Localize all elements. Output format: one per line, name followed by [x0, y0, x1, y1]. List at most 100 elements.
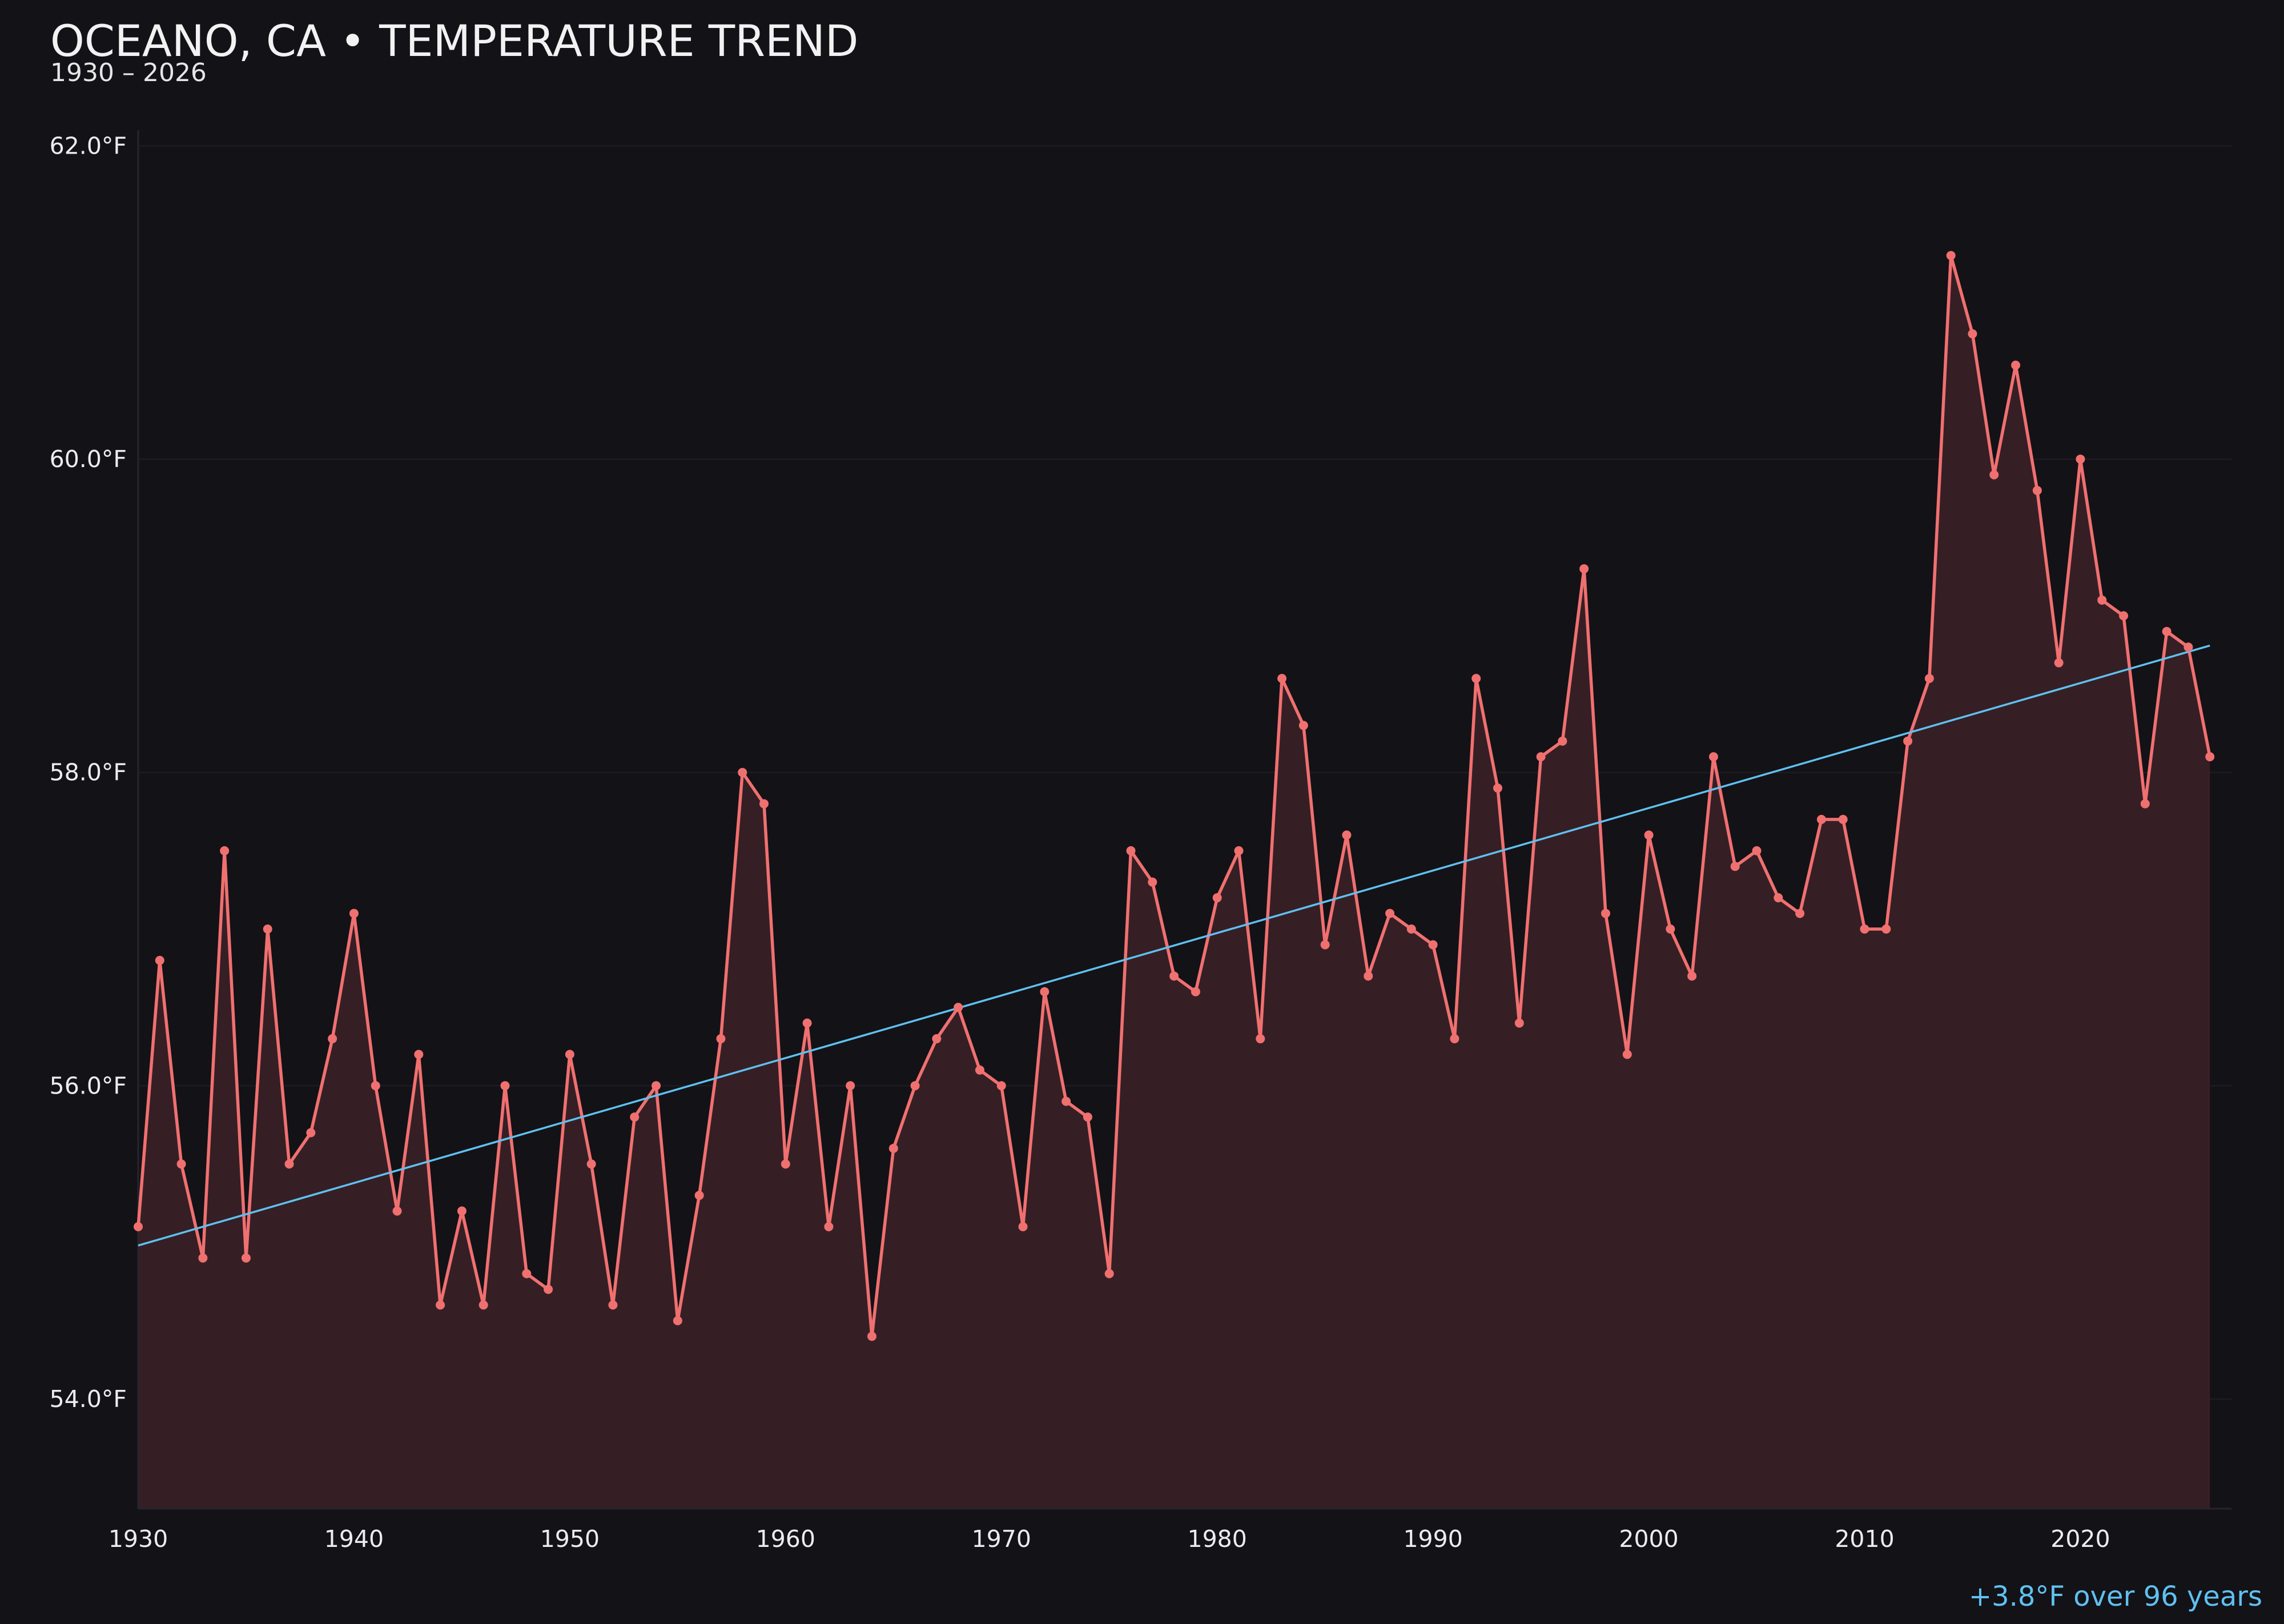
data-point: [846, 1081, 855, 1091]
data-point: [759, 799, 769, 809]
data-point: [1558, 736, 1567, 746]
data-point: [716, 1034, 726, 1044]
data-point: [1169, 971, 1179, 981]
data-point: [284, 1159, 294, 1169]
data-point: [1860, 924, 1869, 934]
data-point: [1191, 987, 1200, 996]
data-point: [1989, 470, 1999, 480]
data-point: [1104, 1269, 1114, 1279]
data-point: [630, 1112, 640, 1122]
data-point: [1838, 815, 1848, 824]
axes: [137, 130, 2231, 1510]
data-point: [457, 1206, 467, 1216]
data-point: [176, 1159, 186, 1169]
x-tick-label: 2000: [1619, 1525, 1678, 1553]
x-tick-label: 2020: [2050, 1525, 2110, 1553]
data-point: [1730, 862, 1740, 871]
data-point: [1385, 909, 1395, 918]
data-point: [1644, 830, 1654, 840]
chart-title: OCEANO, CA • TEMPERATURE TREND: [50, 15, 858, 66]
x-tick-label: 1980: [1188, 1525, 1247, 1553]
data-point: [1040, 987, 1049, 996]
data-point: [1493, 783, 1503, 793]
data-point: [436, 1300, 445, 1310]
data-point: [1320, 940, 1330, 950]
data-point: [1256, 1034, 1265, 1044]
data-point: [1881, 924, 1891, 934]
x-tick-label: 2010: [1835, 1525, 1894, 1553]
data-point: [1752, 846, 1762, 855]
data-point: [910, 1081, 920, 1091]
y-tick-label: 62.0°F: [50, 132, 127, 159]
data-point: [414, 1050, 424, 1059]
data-point: [134, 1222, 143, 1232]
y-tick-label: 54.0°F: [50, 1385, 127, 1413]
data-point: [544, 1284, 553, 1294]
data-point: [1816, 815, 1826, 824]
data-point: [802, 1018, 812, 1028]
x-tick-label: 1970: [972, 1525, 1031, 1553]
data-point: [1298, 721, 1308, 730]
area-fill-layer: [138, 255, 2210, 1509]
data-point: [1774, 893, 1783, 903]
x-tick-label: 1990: [1403, 1525, 1462, 1553]
data-point: [2184, 642, 2193, 652]
data-point: [2162, 626, 2172, 636]
data-point: [241, 1253, 251, 1263]
data-point: [738, 767, 747, 777]
data-point: [1601, 909, 1610, 918]
data-point: [1795, 909, 1805, 918]
data-point: [1708, 752, 1718, 762]
data-point: [328, 1034, 337, 1044]
data-point: [954, 1003, 963, 1012]
data-point: [932, 1034, 942, 1044]
data-point: [1148, 877, 1157, 887]
data-point: [2054, 658, 2064, 668]
data-point: [220, 846, 230, 855]
data-point: [1018, 1222, 1028, 1232]
data-point: [306, 1128, 316, 1137]
data-point: [824, 1222, 834, 1232]
data-point: [1234, 846, 1244, 855]
data-point: [2032, 485, 2042, 495]
data-point: [1903, 736, 1913, 746]
data-point: [1126, 846, 1136, 855]
data-point: [1364, 971, 1373, 981]
data-point: [694, 1191, 704, 1200]
chart-subtitle: 1930 – 2026: [50, 58, 207, 87]
data-point: [2097, 595, 2107, 605]
x-axis-tick-labels: 1930 1940 1950 1960 1970 1980 1990 2000 2010 2020: [108, 1525, 2110, 1553]
series-area-fill: [138, 255, 2210, 1509]
x-tick-label: 1930: [108, 1525, 168, 1553]
data-point: [652, 1081, 661, 1091]
data-point: [263, 924, 272, 934]
data-point: [2140, 799, 2150, 809]
data-point: [1428, 940, 1438, 950]
data-point: [1342, 830, 1352, 840]
data-point: [1083, 1112, 1092, 1122]
data-point: [1968, 329, 1977, 339]
data-point: [155, 955, 164, 965]
data-point: [198, 1253, 208, 1263]
data-point: [1536, 752, 1546, 762]
x-tick-label: 1950: [540, 1525, 600, 1553]
trend-line-layer: [138, 644, 2210, 1247]
data-point: [1450, 1034, 1459, 1044]
data-point: [371, 1081, 380, 1091]
data-point: [867, 1332, 876, 1341]
trend-line: [138, 644, 2210, 1247]
data-point: [1687, 971, 1697, 981]
data-point: [996, 1081, 1006, 1091]
y-tick-label: 58.0°F: [50, 759, 127, 786]
data-point: [975, 1065, 984, 1075]
data-points: [134, 251, 2215, 1341]
data-point: [1622, 1050, 1632, 1059]
data-point: [565, 1050, 574, 1059]
data-point: [1061, 1096, 1071, 1106]
data-point: [2076, 455, 2085, 464]
data-point: [522, 1269, 532, 1279]
data-point: [2119, 611, 2129, 621]
data-point: [1471, 674, 1481, 684]
data-point: [1514, 1018, 1524, 1028]
data-point: [1277, 674, 1287, 684]
